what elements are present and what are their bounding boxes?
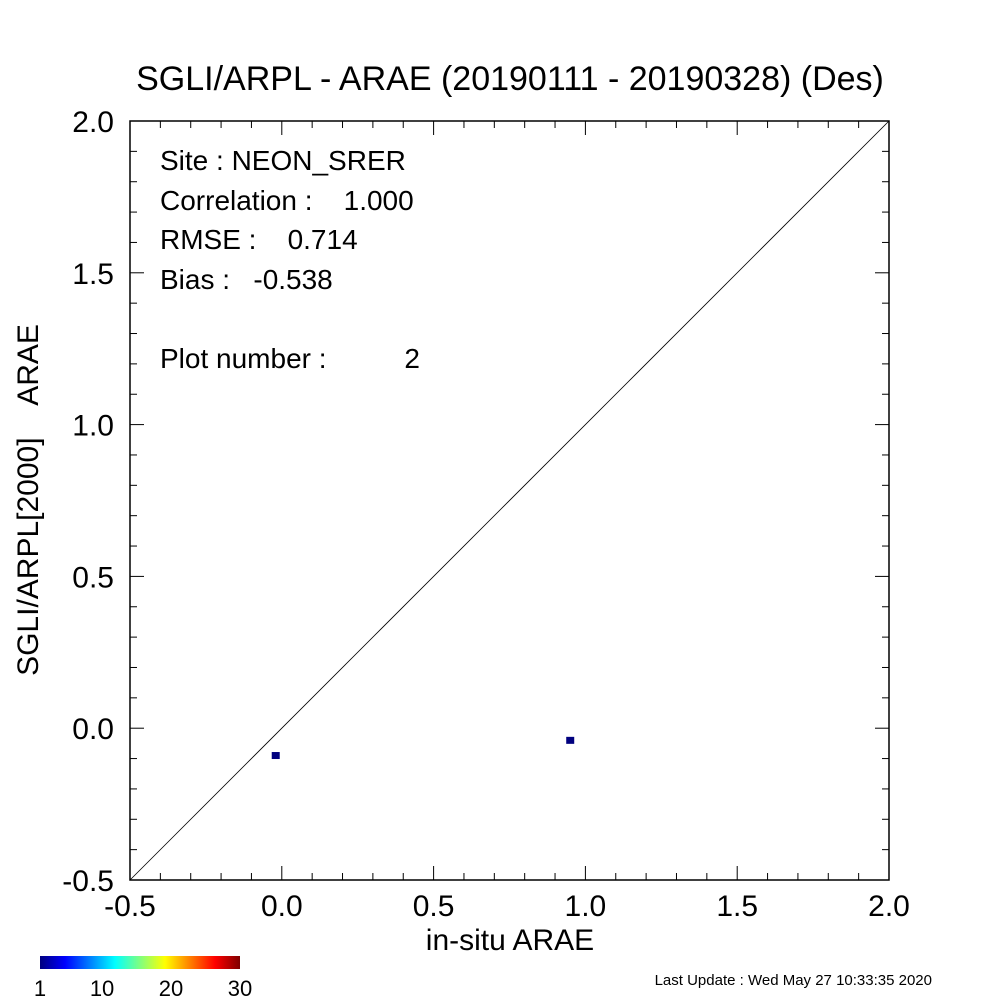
stat-rmse: RMSE : 0.714: [160, 224, 358, 255]
x-axis-label: in-situ ARAE: [426, 924, 594, 957]
colorbar-tick-label: 10: [90, 976, 114, 1000]
y-tick-label: 0.5: [72, 561, 114, 594]
x-tick-label: 1.0: [565, 890, 607, 923]
stat-bias: Bias : -0.538: [160, 264, 333, 295]
x-tick-labels: -0.5 0.0 0.5 1.0 1.5 2.0: [104, 890, 910, 923]
data-point: [271, 752, 280, 760]
one-to-one-line: [129, 120, 890, 881]
last-update-text: Last Update : Wed May 27 10:33:35 2020: [655, 972, 932, 989]
x-tick-label: 2.0: [868, 890, 910, 923]
y-tick-labels: -0.5 0.0 0.5 1.0 1.5 2.0: [62, 106, 114, 898]
x-tick-label: 1.5: [716, 890, 758, 923]
x-tick-label: -0.5: [104, 890, 156, 923]
y-tick-label: 2.0: [72, 106, 114, 139]
y-tick-label: -0.5: [62, 865, 114, 898]
y-axis-label: SGLI/ARPL[2000] ARAE: [12, 324, 45, 676]
colorbar-tick-label: 20: [159, 976, 183, 1000]
data-points: [271, 736, 575, 760]
colorbar-tick-label: 1: [34, 976, 46, 1000]
stat-site: Site : NEON_SRER: [160, 145, 406, 176]
y-tick-label: 1.0: [72, 410, 114, 443]
y-tick-label: 0.0: [72, 713, 114, 746]
stat-plot-number: Plot number : 2: [160, 343, 420, 374]
stat-correlation: Correlation : 1.000: [160, 185, 414, 216]
axis-ticks: [129, 120, 890, 881]
plot-frame: [129, 120, 890, 881]
colorbar-tick-labels: 1 10 20 30: [34, 976, 252, 1000]
chart-title: SGLI/ARPL - ARAE (20190111 - 20190328) (…: [136, 60, 884, 98]
colorbar-tick-label: 30: [228, 976, 252, 1000]
x-tick-label: 0.5: [413, 890, 455, 923]
y-tick-label: 1.5: [72, 258, 114, 291]
x-tick-label: 0.0: [261, 890, 303, 923]
colorbar: [40, 956, 240, 969]
data-point: [566, 736, 575, 744]
